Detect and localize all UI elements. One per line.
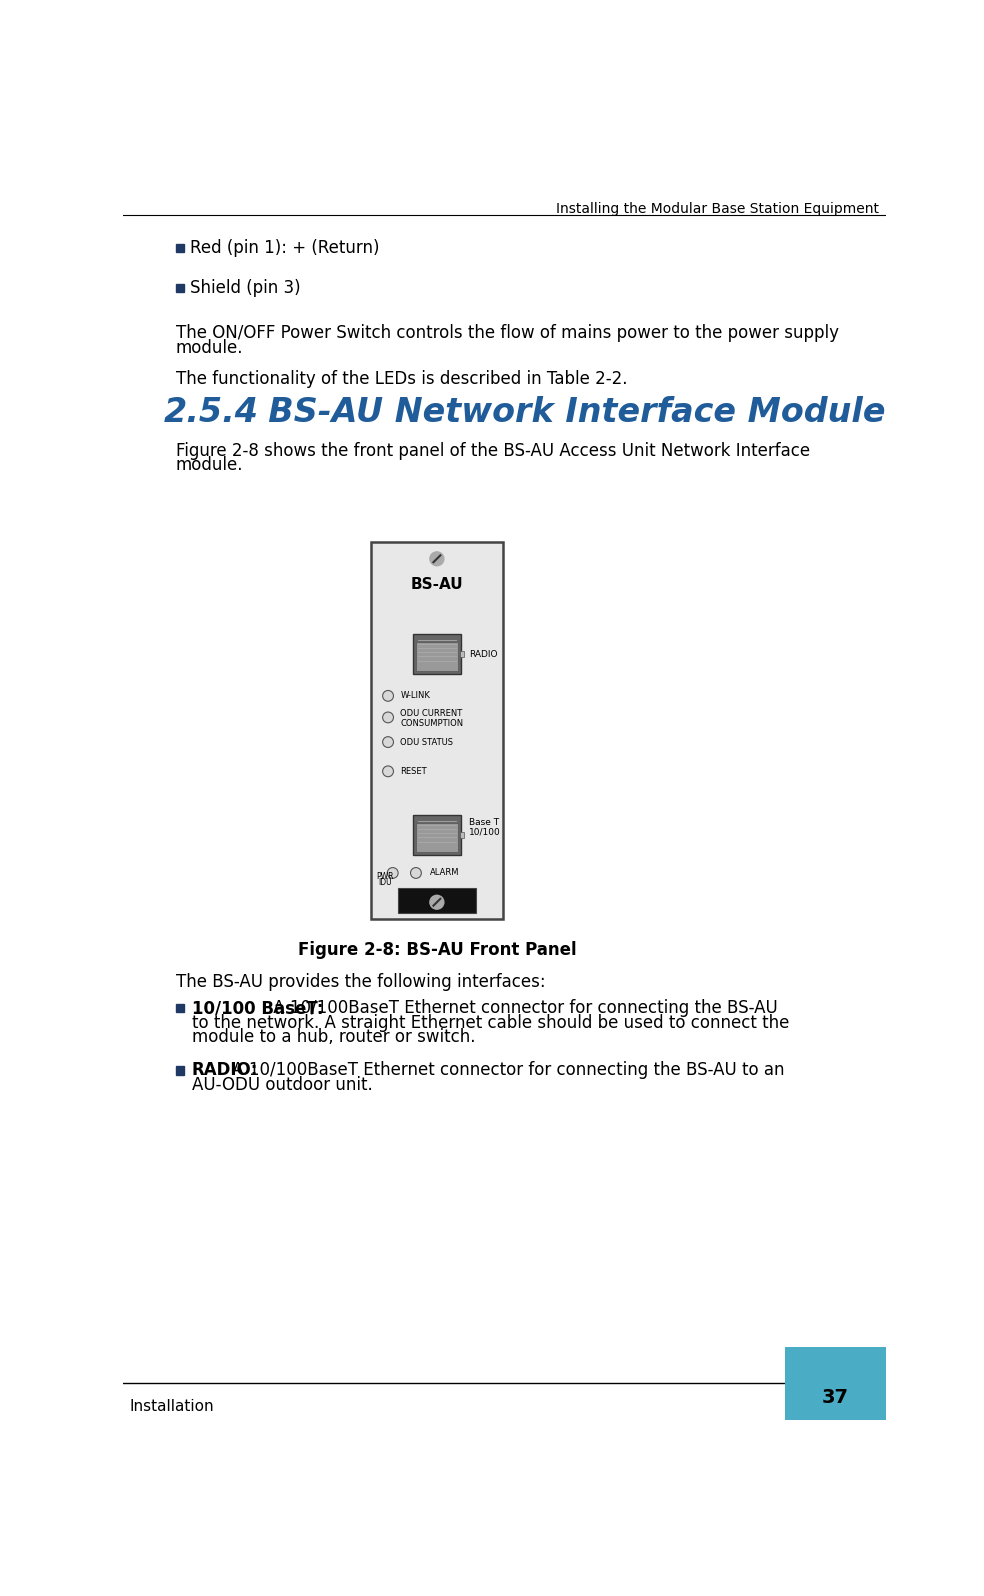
Text: RADIO:: RADIO: bbox=[192, 1061, 259, 1079]
Text: 37: 37 bbox=[822, 1389, 849, 1406]
Circle shape bbox=[383, 737, 394, 747]
Text: Base T: Base T bbox=[469, 819, 500, 827]
Text: BS-AU: BS-AU bbox=[410, 576, 463, 592]
Text: Installing the Modular Base Station Equipment: Installing the Modular Base Station Equi… bbox=[556, 203, 879, 217]
Circle shape bbox=[430, 895, 444, 910]
Text: to the network. A straight Ethernet cable should be used to connect the: to the network. A straight Ethernet cabl… bbox=[192, 1013, 789, 1031]
Text: AU-ODU outdoor unit.: AU-ODU outdoor unit. bbox=[192, 1076, 373, 1095]
Bar bbox=[176, 244, 184, 252]
Text: Installation: Installation bbox=[129, 1398, 214, 1414]
Bar bbox=[399, 889, 475, 913]
Text: A 10/100BaseT Ethernet connector for connecting the BS-AU: A 10/100BaseT Ethernet connector for con… bbox=[268, 999, 777, 1017]
Text: 10/100: 10/100 bbox=[469, 828, 501, 836]
Text: W-LINK: W-LINK bbox=[400, 691, 430, 701]
Text: Red (pin 1): + (Return): Red (pin 1): + (Return) bbox=[191, 239, 380, 257]
Circle shape bbox=[410, 868, 421, 878]
Text: module to a hub, router or switch.: module to a hub, router or switch. bbox=[192, 1028, 475, 1047]
Bar bbox=[416, 642, 458, 672]
Circle shape bbox=[430, 552, 444, 565]
Text: RESET: RESET bbox=[400, 766, 427, 776]
Text: The BS-AU provides the following interfaces:: The BS-AU provides the following interfa… bbox=[176, 974, 545, 991]
Text: 2.5.4: 2.5.4 bbox=[163, 396, 259, 429]
Text: module.: module. bbox=[176, 456, 243, 474]
Text: Figure 2-8 shows the front panel of the BS-AU Access Unit Network Interface: Figure 2-8 shows the front panel of the … bbox=[176, 442, 810, 460]
Text: BS-AU Network Interface Module: BS-AU Network Interface Module bbox=[245, 396, 886, 429]
Circle shape bbox=[383, 691, 394, 701]
Bar bbox=[371, 543, 503, 919]
Text: PWR: PWR bbox=[376, 871, 394, 881]
Text: CONSUMPTION: CONSUMPTION bbox=[400, 720, 463, 728]
Text: RADIO: RADIO bbox=[469, 650, 498, 659]
Text: A 10/100BaseT Ethernet connector for connecting the BS-AU to an: A 10/100BaseT Ethernet connector for con… bbox=[227, 1061, 784, 1079]
Bar bbox=[461, 651, 464, 658]
Bar bbox=[785, 1347, 886, 1420]
Circle shape bbox=[388, 868, 399, 878]
Bar bbox=[413, 816, 461, 855]
Circle shape bbox=[383, 712, 394, 723]
Text: The functionality of the LEDs is described in Table 2-2.: The functionality of the LEDs is describ… bbox=[176, 370, 627, 388]
Text: module.: module. bbox=[176, 338, 243, 356]
Bar bbox=[461, 832, 464, 838]
Bar bbox=[176, 1004, 184, 1012]
Text: The ON/OFF Power Switch controls the flow of mains power to the power supply: The ON/OFF Power Switch controls the flo… bbox=[176, 324, 838, 342]
Circle shape bbox=[383, 766, 394, 777]
Bar bbox=[416, 824, 458, 852]
Text: 10/100 BaseT:: 10/100 BaseT: bbox=[192, 999, 324, 1017]
Text: Shield (pin 3): Shield (pin 3) bbox=[191, 279, 301, 297]
Text: Figure 2-8: BS-AU Front Panel: Figure 2-8: BS-AU Front Panel bbox=[297, 940, 577, 959]
Bar bbox=[413, 634, 461, 675]
Text: ODU STATUS: ODU STATUS bbox=[400, 737, 454, 747]
Text: ODU CURRENT: ODU CURRENT bbox=[400, 709, 462, 718]
Text: ALARM: ALARM bbox=[430, 868, 460, 878]
Text: IDU: IDU bbox=[378, 878, 392, 887]
Bar bbox=[176, 284, 184, 292]
Bar bbox=[176, 1066, 184, 1074]
